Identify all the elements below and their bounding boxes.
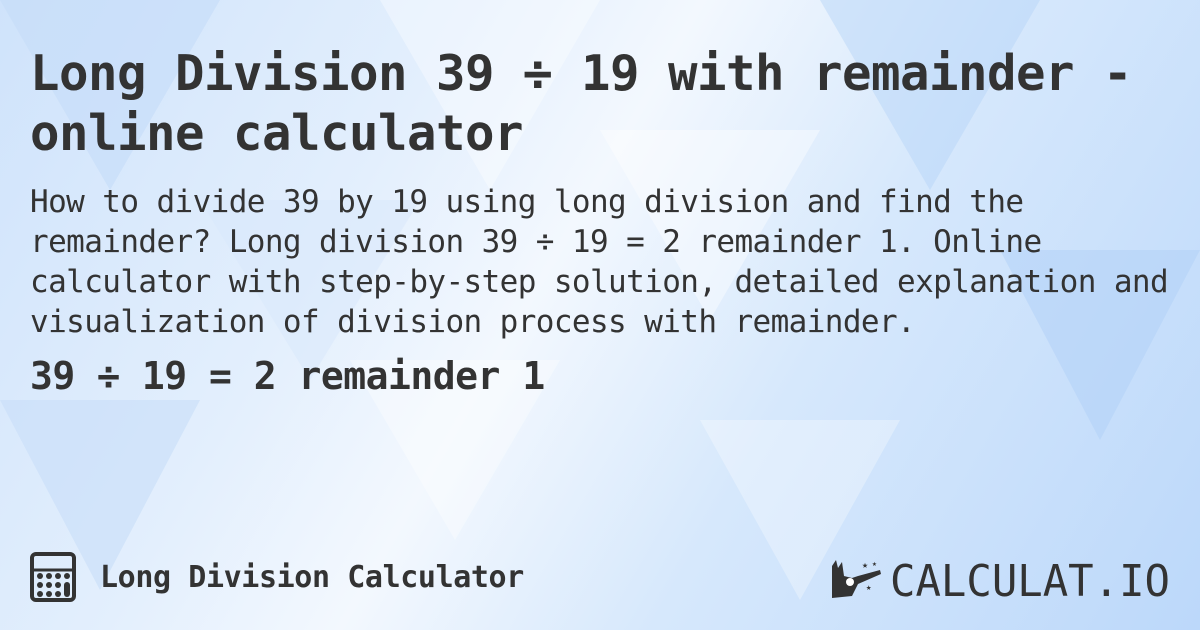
description: How to divide 39 by 19 using long divisi… — [30, 184, 1169, 340]
magic-hand-icon: ★ ★ ★ — [832, 559, 881, 598]
division-result: 39 ÷ 19 = 2 remainder 1 — [30, 354, 545, 398]
svg-text:★: ★ — [866, 583, 872, 593]
page-title: Long Division 39 ÷ 19 with remainder - o… — [30, 45, 1133, 162]
svg-text:CALCULAT.IO: CALCULAT.IO — [890, 556, 1170, 602]
svg-text:★: ★ — [872, 559, 877, 568]
calculat-io-logo: ★ ★ ★ CALCULAT.IO — [832, 556, 1170, 602]
svg-text:★: ★ — [862, 560, 868, 571]
footer-label: Long Division Calculator — [100, 560, 524, 595]
calculator-icon — [30, 552, 76, 602]
